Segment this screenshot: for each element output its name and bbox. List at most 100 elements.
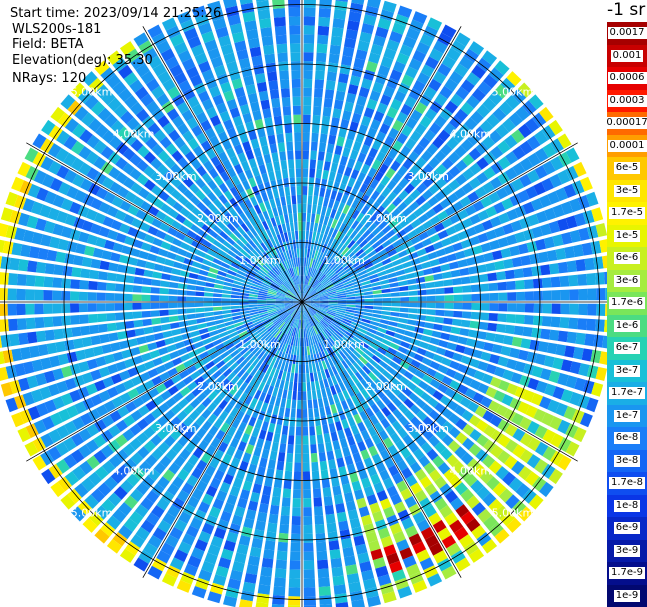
backscatter-cell [450,326,461,335]
backscatter-cell [498,292,508,301]
backscatter-cell [303,114,311,124]
backscatter-cell [183,359,194,369]
backscatter-cell [357,441,367,452]
backscatter-cell [53,264,64,276]
backscatter-cell [174,72,188,85]
backscatter-cell [30,201,44,215]
backscatter-cell [230,302,240,306]
backscatter-cell [267,324,276,332]
backscatter-cell [309,327,313,337]
backscatter-cell [278,61,289,72]
backscatter-cell [209,457,220,469]
backscatter-cell [541,277,552,288]
backscatter-cell [334,145,343,156]
backscatter-cell [318,8,331,18]
backscatter-cell [233,163,244,175]
backscatter-cell [444,512,459,526]
backscatter-cell [433,40,448,54]
backscatter-cell [363,457,374,469]
backscatter-cell [254,204,262,215]
backscatter-cell [292,204,297,214]
backscatter-cell [376,102,388,114]
backscatter-cell [356,212,365,223]
backscatter-cell [169,322,180,329]
backscatter-cell [488,313,498,322]
backscatter-cell [373,306,383,310]
backscatter-cell [488,460,503,474]
backscatter-cell [385,229,396,239]
backscatter-cell [287,150,294,160]
radial-spoke [142,26,303,303]
backscatter-cell [272,106,282,117]
backscatter-cell [390,207,401,218]
backscatter-cell [356,236,365,245]
backscatter-cell [330,260,338,269]
backscatter-cell [302,400,307,410]
backscatter-cell [384,351,395,360]
backscatter-cell [205,219,216,229]
backscatter-cell [501,394,514,407]
backscatter-cell [251,166,260,177]
backscatter-cell [306,381,311,392]
backscatter-cell [314,283,322,290]
backscatter-cell [420,64,435,78]
backscatter-cell [293,337,297,346]
backscatter-cell [569,229,581,243]
backscatter-cell [260,266,269,274]
backscatter-cell [276,178,284,189]
backscatter-cell [324,282,333,289]
backscatter-cell [159,136,172,149]
backscatter-cell [84,245,95,257]
backscatter-cell [143,213,155,225]
backscatter-cell [480,242,492,253]
backscatter-cell [78,291,88,301]
backscatter-cell [289,34,301,44]
backscatter-cell [280,352,286,362]
backscatter-cell [360,389,370,399]
backscatter-cell [590,240,602,255]
backscatter-cell [543,236,555,249]
backscatter-cell [176,580,192,593]
backscatter-cell [251,55,263,66]
backscatter-cell [409,130,422,143]
backscatter-cell [196,480,208,493]
backscatter-cell [408,201,420,212]
backscatter-cell [257,304,267,307]
backscatter-cell [307,308,314,316]
backscatter-cell [66,351,78,363]
backscatter-cell [462,423,475,436]
backscatter-cell [357,171,367,183]
backscatter-cell [221,453,233,465]
backscatter-cell [455,159,468,172]
backscatter-cell [327,310,336,315]
backscatter-cell [568,317,579,330]
backscatter-cell [276,133,285,144]
backscatter-cell [483,342,494,352]
backscatter-cell [267,272,276,280]
colorbar-tick-label: 3e-8 [613,454,641,467]
backscatter-cell [399,307,409,313]
backscatter-cell [98,226,110,238]
backscatter-cell [531,365,543,378]
backscatter-cell [14,363,26,377]
backscatter-cell [269,89,280,100]
backscatter-cell [132,285,143,293]
backscatter-cell [332,277,341,284]
backscatter-cell [262,230,270,240]
backscatter-cell [448,334,459,343]
backscatter-cell [266,294,276,298]
backscatter-cell [284,302,294,304]
backscatter-cell [260,494,271,505]
backscatter-cell [289,569,301,579]
backscatter-cell [363,14,377,26]
colorbar-segment: 3e-6 [607,269,647,292]
backscatter-cell [197,90,210,103]
backscatter-cell [354,222,364,233]
backscatter-cell [381,288,391,294]
backscatter-cell [310,327,315,336]
colorbar-tick-label: 3e-9 [613,544,641,557]
backscatter-cell [189,517,203,530]
backscatter-cell [246,341,256,350]
backscatter-cell [375,461,387,473]
backscatter-cell [223,473,234,485]
